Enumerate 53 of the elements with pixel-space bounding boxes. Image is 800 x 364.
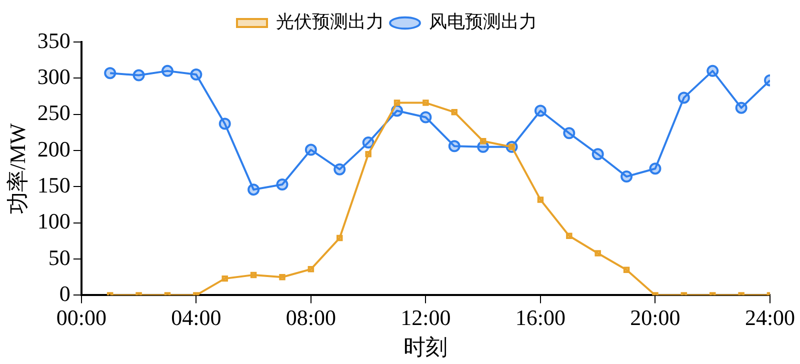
y-tick-label: 300 [37, 64, 70, 89]
point [334, 163, 346, 176]
point [566, 232, 572, 239]
y-tick-label: 100 [37, 208, 70, 234]
point [623, 266, 630, 273]
point [420, 111, 432, 124]
x-tick-label: 00:00 [56, 305, 106, 330]
point [480, 138, 486, 144]
x-tick-label: 16:00 [515, 305, 566, 330]
x-axis-title: 时刻 [404, 334, 448, 360]
point [394, 100, 400, 106]
point [104, 67, 116, 80]
point [735, 102, 748, 114]
point [563, 127, 576, 140]
point [308, 266, 314, 272]
x-tick-label: 24:00 [744, 305, 796, 330]
point [537, 196, 544, 203]
y-tick-label: 50 [48, 244, 70, 270]
point [422, 100, 429, 106]
y-tick-label: 350 [37, 28, 70, 53]
point [250, 272, 257, 278]
point [276, 178, 288, 191]
point [161, 64, 174, 77]
legend-label: 风电预测出力 [429, 12, 537, 32]
point [448, 140, 460, 152]
point [365, 151, 372, 158]
y-tick-label: 0 [59, 280, 70, 306]
point [132, 69, 145, 82]
point [218, 118, 231, 130]
point [279, 274, 286, 280]
y-tick-label: 250 [37, 100, 70, 126]
point [592, 148, 604, 160]
point [706, 64, 719, 77]
point [594, 250, 601, 256]
x-tick-label: 20:00 [630, 305, 680, 330]
point [304, 144, 317, 156]
point [534, 104, 546, 117]
point [362, 136, 374, 149]
point [451, 109, 458, 116]
point [190, 68, 202, 81]
x-tick-label: 12:00 [400, 305, 451, 330]
point [248, 184, 260, 196]
point [336, 234, 343, 242]
legend-label: 光伏预测出力 [276, 12, 384, 32]
point [222, 275, 228, 282]
point [649, 162, 662, 175]
point [678, 92, 690, 104]
y-tick-label: 200 [37, 136, 70, 162]
x-tick-label: 08:00 [286, 305, 336, 330]
y-axis-title: 功率/MW [4, 123, 30, 214]
y-tick-label: 150 [37, 172, 70, 198]
point [620, 170, 633, 183]
x-tick-label: 04:00 [171, 305, 222, 330]
